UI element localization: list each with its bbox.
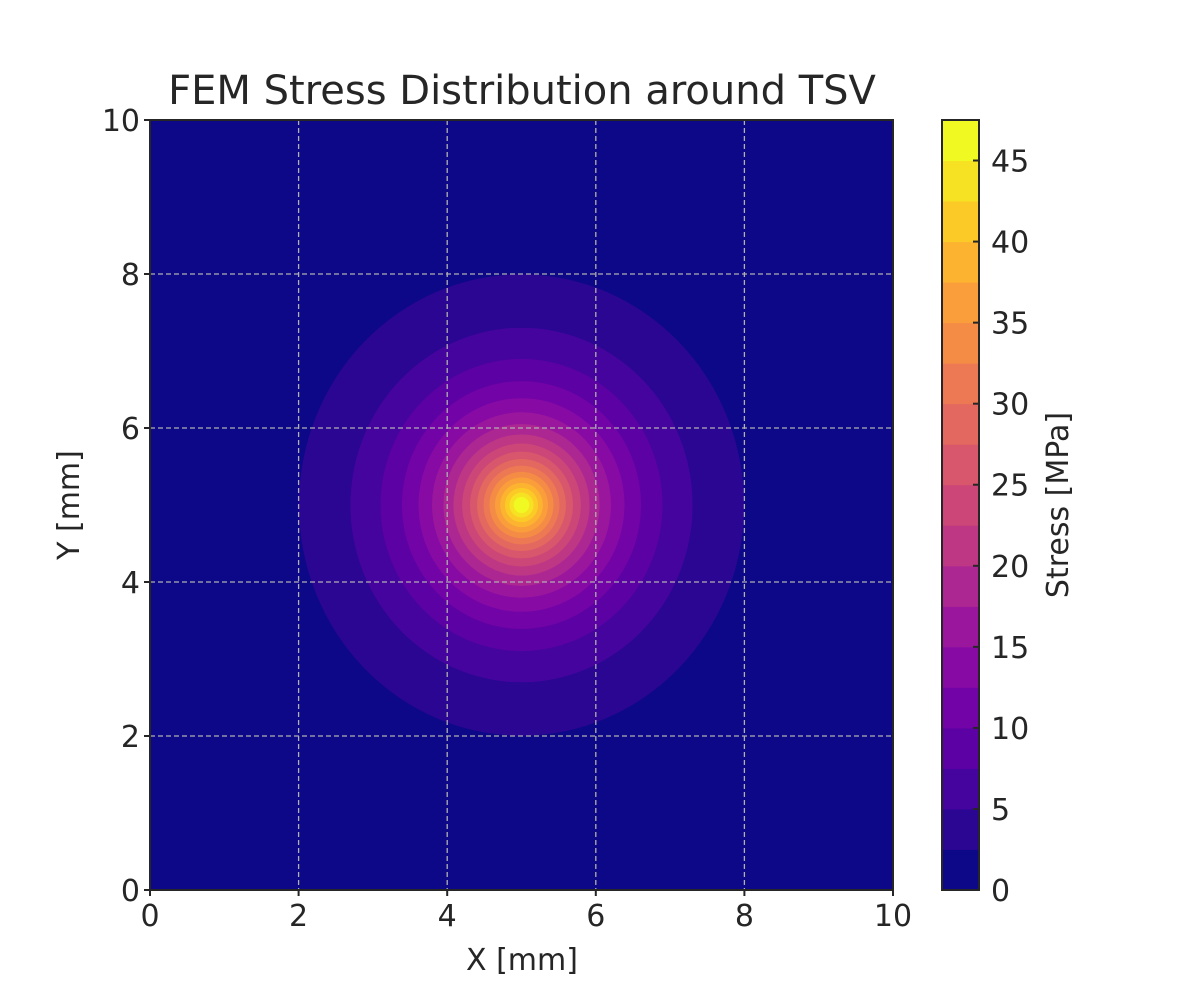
colorbar-tick-label: 20 bbox=[991, 550, 1029, 585]
chart-title: FEM Stress Distribution around TSV bbox=[168, 68, 876, 114]
colorbar-band bbox=[942, 201, 979, 243]
colorbar-band bbox=[942, 403, 979, 445]
colorbar-band bbox=[942, 484, 979, 526]
colorbar-band bbox=[942, 768, 979, 810]
colorbar-frame bbox=[941, 119, 980, 891]
plot-frame bbox=[149, 119, 894, 891]
y-tick-label: 4 bbox=[121, 566, 140, 601]
colorbar-tick-label: 35 bbox=[991, 307, 1029, 342]
x-tick-label: 10 bbox=[874, 899, 912, 934]
colorbar-tick-label: 40 bbox=[991, 226, 1029, 261]
grid-lines bbox=[150, 120, 893, 890]
colorbar-band bbox=[942, 444, 979, 486]
x-tick-label: 6 bbox=[586, 899, 605, 934]
colorbar-band bbox=[942, 687, 979, 729]
y-tick-label: 0 bbox=[121, 874, 140, 909]
x-tick-label: 0 bbox=[140, 899, 159, 934]
y-axis-label: Y [mm] bbox=[52, 450, 87, 561]
colorbar-tick-label: 30 bbox=[991, 388, 1029, 423]
colorbar-tick-label: 5 bbox=[991, 793, 1010, 828]
colorbar-band bbox=[942, 120, 979, 162]
y-tick-label: 10 bbox=[102, 104, 140, 139]
colorbar-tick-label: 10 bbox=[991, 712, 1029, 747]
x-tick-label: 2 bbox=[289, 899, 308, 934]
x-axis: 0 2 4 6 8 10 bbox=[140, 890, 912, 934]
y-tick-label: 6 bbox=[121, 412, 140, 447]
x-axis-label: X [mm] bbox=[466, 943, 578, 978]
colorbar-tick-label: 45 bbox=[991, 145, 1029, 180]
colorbar-band bbox=[942, 363, 979, 405]
colorbar-tick-label: 0 bbox=[991, 874, 1010, 909]
colorbar-band bbox=[942, 322, 979, 364]
x-tick-label: 4 bbox=[438, 899, 457, 934]
y-axis: 0 2 4 6 8 10 bbox=[102, 104, 150, 909]
colorbar-band bbox=[942, 606, 979, 648]
y-tick-label: 8 bbox=[121, 258, 140, 293]
colorbar-band bbox=[942, 808, 979, 850]
y-tick-label: 2 bbox=[121, 720, 140, 755]
colorbar-band bbox=[942, 282, 979, 324]
colorbar-band bbox=[942, 849, 979, 891]
x-tick-label: 8 bbox=[735, 899, 754, 934]
contour-fill bbox=[150, 120, 893, 890]
colorbar-band bbox=[942, 525, 979, 567]
colorbar-label: Stress [MPa] bbox=[1041, 412, 1076, 598]
colorbar-tick-label: 25 bbox=[991, 469, 1029, 504]
colorbar-band bbox=[942, 160, 979, 202]
colorbar-band bbox=[942, 727, 979, 769]
colorbar: 0 5 10 15 20 25 30 35 40 45 bbox=[941, 119, 1029, 909]
colorbar-band bbox=[942, 241, 979, 283]
colorbar-band bbox=[942, 646, 979, 688]
colorbar-band bbox=[942, 565, 979, 607]
contour-band-18 bbox=[513, 496, 530, 514]
colorbar-tick-label: 15 bbox=[991, 631, 1029, 666]
